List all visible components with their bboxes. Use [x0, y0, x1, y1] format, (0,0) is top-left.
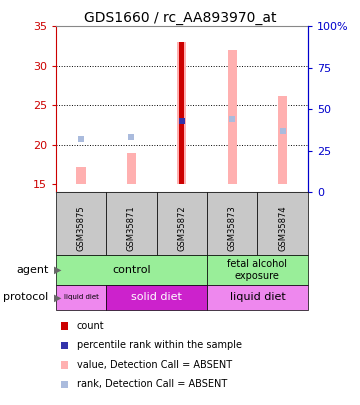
Text: solid diet: solid diet	[131, 292, 182, 303]
Bar	[76, 167, 86, 184]
Text: GSM35875: GSM35875	[76, 205, 85, 251]
Text: liquid diet: liquid diet	[230, 292, 285, 303]
Text: value, Detection Call = ABSENT: value, Detection Call = ABSENT	[77, 360, 232, 370]
Bar	[278, 96, 287, 184]
Text: ▶: ▶	[54, 292, 62, 303]
Text: GSM35874: GSM35874	[278, 205, 287, 251]
Text: GSM35871: GSM35871	[127, 205, 136, 251]
Text: agent: agent	[16, 265, 49, 275]
Text: protocol: protocol	[3, 292, 49, 303]
Text: control: control	[112, 265, 151, 275]
Text: rank, Detection Call = ABSENT: rank, Detection Call = ABSENT	[77, 379, 227, 389]
Bar	[228, 50, 237, 184]
Text: percentile rank within the sample: percentile rank within the sample	[77, 341, 242, 350]
Text: ▶: ▶	[54, 265, 62, 275]
Text: GSM35873: GSM35873	[228, 205, 237, 251]
Text: count: count	[77, 321, 104, 331]
Bar	[127, 153, 136, 184]
Text: GSM35872: GSM35872	[177, 205, 186, 251]
Text: fetal alcohol
exposure: fetal alcohol exposure	[228, 259, 287, 281]
Text: liquid diet: liquid diet	[64, 294, 98, 301]
Bar	[177, 42, 186, 184]
Text: GDS1660 / rc_AA893970_at: GDS1660 / rc_AA893970_at	[84, 11, 276, 26]
Bar	[179, 42, 184, 184]
